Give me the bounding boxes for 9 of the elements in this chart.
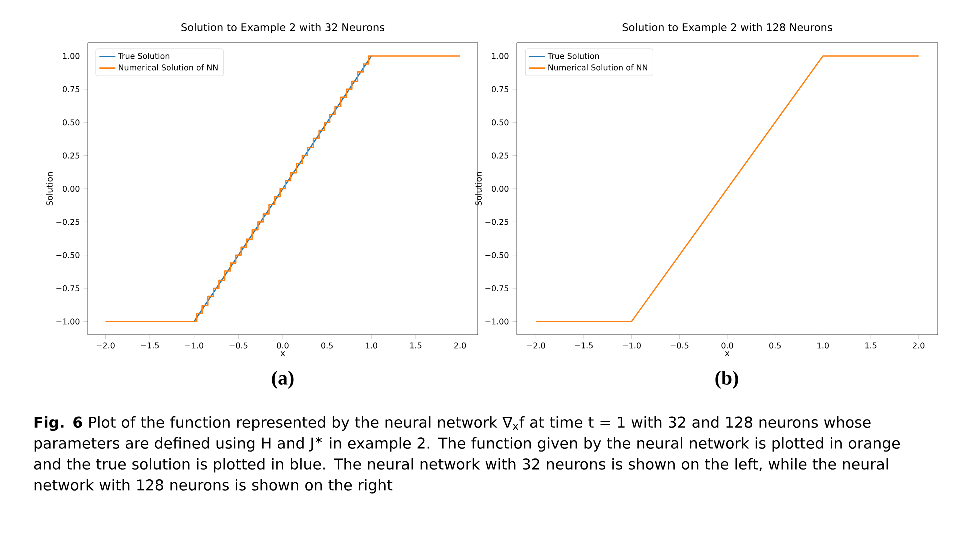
chart-title: Solution to Example 2 with 128 Neurons <box>622 23 832 34</box>
text: (b) <box>716 370 738 390</box>
text: Fig. 6 Plot of the function represented by the neural network ∇$_{x}$f at time t = 1 with 32 and 128 neurons whose parameters are defined using H and J$^{∗}$ in example 2. The function given by the neural network is plotted in orange and the true solution is plotted in blue. The neural network with 32 neurons is shown on the left, while the neural network with 128 neurons is shown on the right <box>34 416 900 494</box>
y-axis-title: Solution <box>475 172 482 206</box>
chart-title: Solution to Example 2 with 32 Neurons <box>182 23 385 34</box>
x-axis-title: x <box>280 352 286 356</box>
y-axis-title: Solution <box>46 172 53 206</box>
text: (a) <box>272 370 294 390</box>
x-axis-title: x <box>725 352 730 356</box>
